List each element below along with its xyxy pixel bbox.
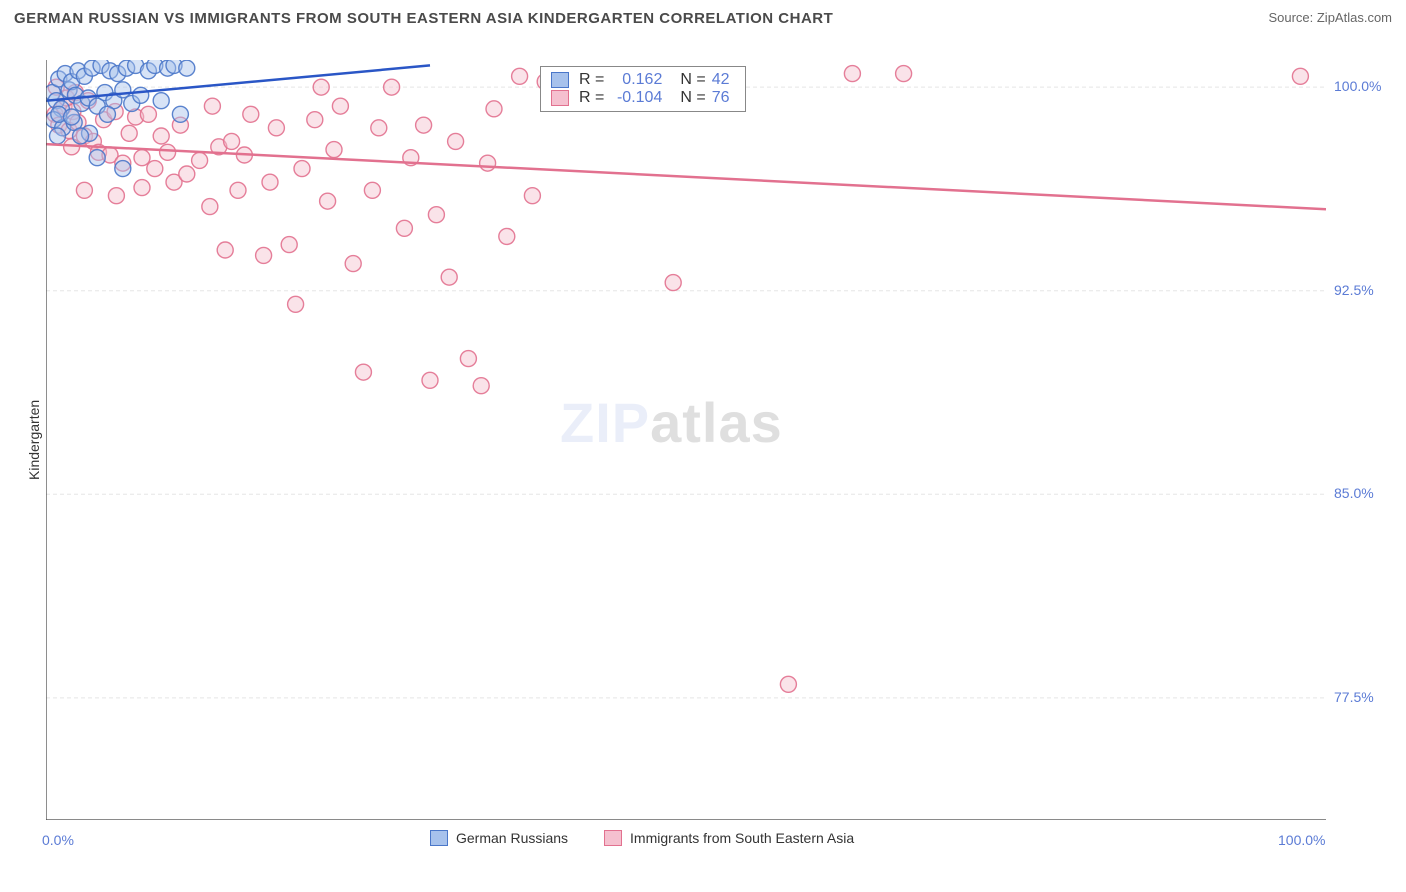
stat-n-value: 42 <box>706 71 736 89</box>
y-tick-label: 77.5% <box>1334 689 1374 705</box>
stat-r-label: R = <box>579 89 604 107</box>
x-tick-label: 100.0% <box>1278 832 1325 848</box>
x-tick-label: 0.0% <box>42 832 74 848</box>
chart-title: GERMAN RUSSIAN VS IMMIGRANTS FROM SOUTH … <box>14 10 833 27</box>
y-tick-label: 85.0% <box>1334 485 1374 501</box>
correlation-legend-box: R =0.162 N =42 R =-0.104 N =76 <box>540 66 746 112</box>
series-legend: German Russians Immigrants from South Eas… <box>430 830 854 846</box>
stat-r-value: -0.104 <box>604 89 668 107</box>
stat-n-value: 76 <box>706 89 736 107</box>
scatter-chart <box>46 60 1326 820</box>
y-tick-label: 92.5% <box>1334 282 1374 298</box>
stat-swatch <box>551 72 569 88</box>
chart-source: Source: ZipAtlas.com <box>1268 10 1392 25</box>
stat-swatch <box>551 90 569 106</box>
stat-r-value: 0.162 <box>604 71 668 89</box>
stat-n-label: N = <box>680 71 705 89</box>
legend-label: Immigrants from South Eastern Asia <box>630 830 854 846</box>
legend-label: German Russians <box>456 830 568 846</box>
legend-item: German Russians <box>430 830 568 846</box>
stat-n-label: N = <box>680 89 705 107</box>
stat-row: R =-0.104 N =76 <box>551 89 735 107</box>
y-tick-label: 100.0% <box>1334 78 1381 94</box>
legend-swatch <box>604 830 622 846</box>
stat-r-label: R = <box>579 71 604 89</box>
legend-item: Immigrants from South Eastern Asia <box>604 830 854 846</box>
legend-swatch <box>430 830 448 846</box>
chart-container: GERMAN RUSSIAN VS IMMIGRANTS FROM SOUTH … <box>0 0 1406 892</box>
stat-row: R =0.162 N =42 <box>551 71 735 89</box>
y-axis-label: Kindergarten <box>26 400 42 480</box>
